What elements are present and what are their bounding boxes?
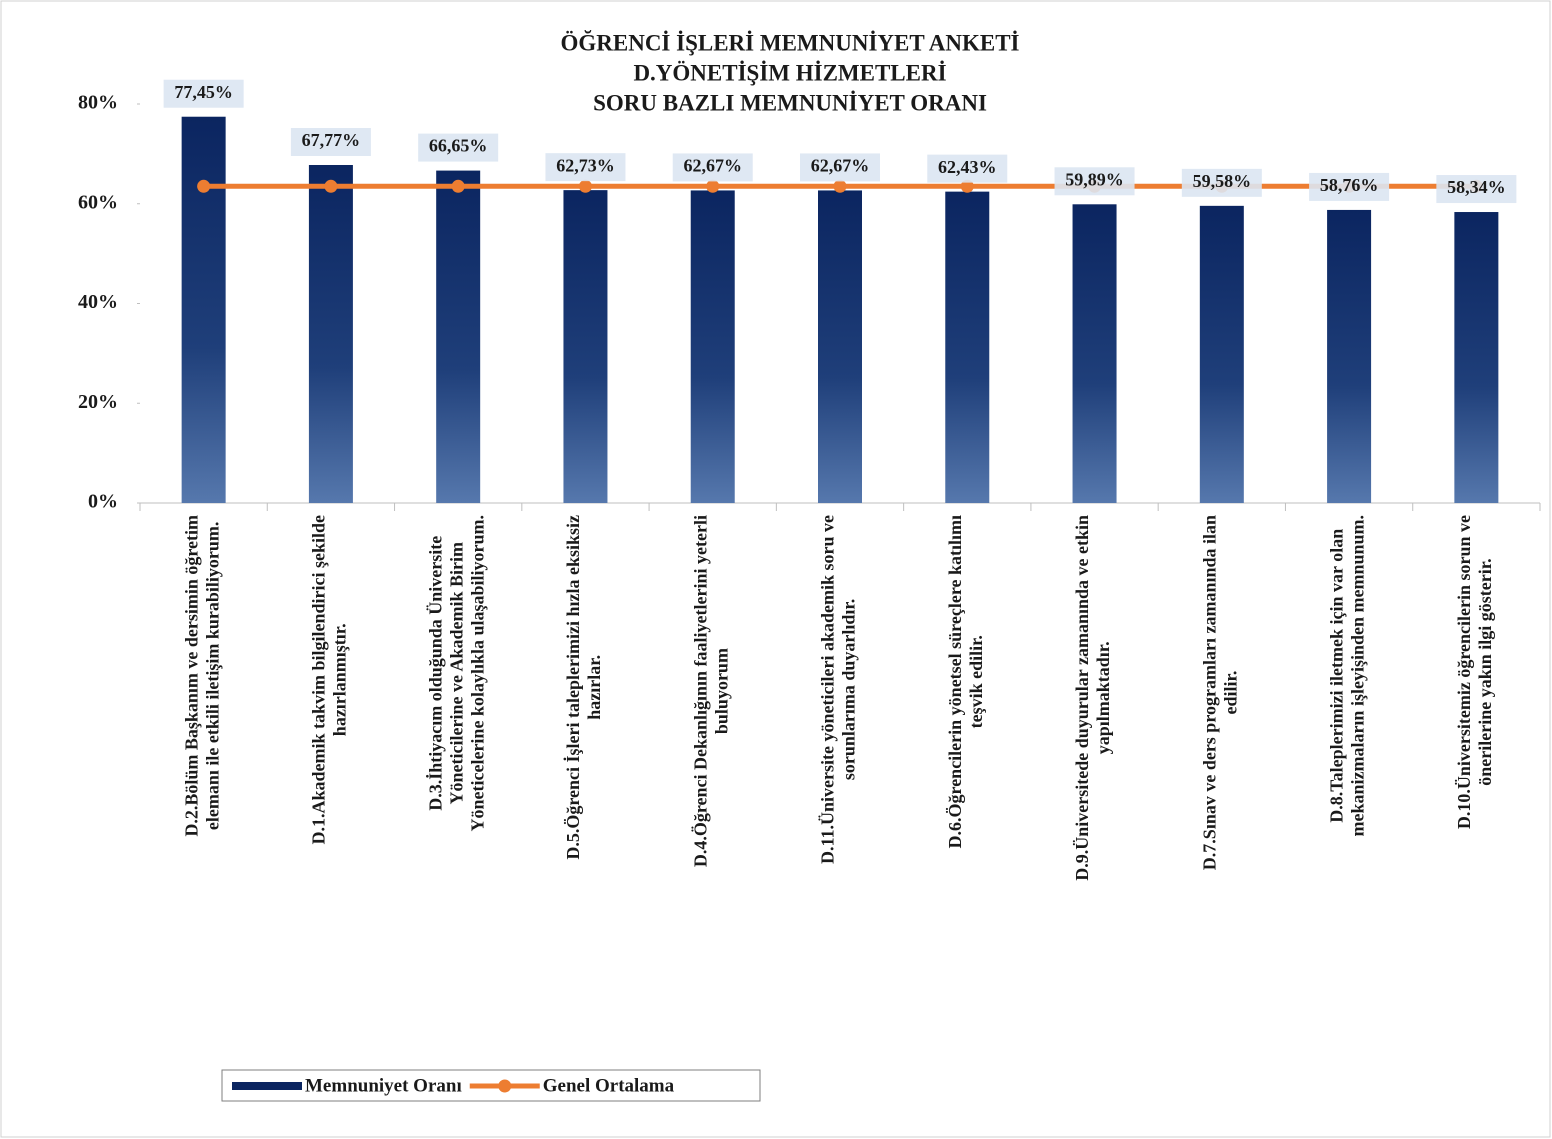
data-label-bg [927, 154, 1008, 183]
x-tick-label: buluyorum [711, 648, 731, 734]
x-tick-label: önerilerine yakın ilgi gösterir. [1475, 558, 1495, 785]
data-label: 62,73% [556, 155, 615, 175]
x-tick-label: yapılmaktadır. [1093, 641, 1113, 754]
line-marker [451, 179, 465, 193]
x-tick-label: Yöneticelerine kolaylıkla ulaşabiliyorum… [467, 515, 487, 832]
x-tick-label: D.7.Sınav ve ders programları zamanında … [1199, 515, 1219, 870]
y-tick-label: 0% [88, 491, 118, 513]
chart-title: SORU BAZLI MEMNUNİYET ORANI [593, 90, 987, 115]
y-tick-label: 80% [78, 92, 118, 114]
bar [308, 164, 353, 503]
data-label-bg [290, 127, 371, 156]
y-tick-label: 60% [78, 191, 118, 213]
x-tick-label: D.1.Akademik takvim bilgilendirici şekil… [309, 515, 329, 845]
bar [563, 190, 608, 503]
data-label-bg [1181, 168, 1262, 197]
data-label-bg [163, 79, 244, 108]
x-tick-label: D.3.İhtiyacım olduğunda Üniversite [425, 536, 445, 811]
x-tick-label: D.5.Öğrenci İşleri taleplerimizi hızla e… [563, 515, 583, 860]
x-tick-label: Yöneticilerine ve Akademik Birim [446, 542, 466, 804]
data-label: 66,65% [429, 136, 488, 156]
data-label: 59,58% [1193, 171, 1252, 191]
line-marker [833, 179, 847, 193]
chart-title: D.YÖNETİŞİM HİZMETLERİ [633, 60, 946, 85]
data-label: 62,67% [811, 156, 870, 176]
x-tick-label: elemanı ile etkili iletişim kurabiliyoru… [202, 522, 222, 830]
data-label-bg [672, 153, 753, 182]
data-label-bg [545, 153, 626, 182]
x-tick-label: D.8.Taleplerimizi iletmek için var olan [1327, 529, 1347, 823]
bar [818, 190, 862, 503]
data-label-bg [1054, 167, 1135, 196]
line-marker [578, 179, 592, 193]
x-tick-label: D.11.Üniversite yöneticileri akademik so… [818, 515, 838, 864]
x-tick-label: sorunlarıma duyarlıdır. [839, 599, 859, 780]
legend-label: Memnuniyet Oranı [305, 1075, 462, 1096]
x-tick-label: D.4.Öğrenci Dekanlığının faaliyetlerini … [690, 515, 710, 867]
data-label: 77,45% [174, 82, 233, 102]
data-label: 59,89% [1065, 169, 1124, 189]
legend-swatch [232, 1082, 302, 1090]
chart-title: ÖĞRENCİ İŞLERİ MEMNUNİYET ANKETİ [560, 29, 1019, 55]
y-tick-label: 40% [78, 291, 118, 313]
bar [436, 170, 481, 503]
x-tick-label: D.6.Öğrencilerin yönetsel süreçlere katı… [945, 515, 965, 848]
data-label: 58,34% [1447, 177, 1506, 197]
data-label-bg [418, 133, 499, 162]
line-marker [324, 179, 338, 193]
bar [690, 190, 735, 503]
bar [1072, 204, 1117, 503]
data-label: 62,43% [938, 157, 997, 177]
bar [945, 191, 990, 503]
data-label-bg [1309, 172, 1390, 201]
y-tick-label: 20% [78, 391, 118, 413]
data-label-bg [1436, 175, 1517, 204]
x-tick-label: edilir. [1220, 671, 1240, 715]
data-label: 67,77% [302, 130, 361, 150]
data-label: 62,67% [683, 156, 742, 176]
bar [1454, 212, 1499, 504]
legend-label: Genel Ortalama [543, 1075, 675, 1096]
data-label: 58,76% [1320, 175, 1379, 195]
line-marker [706, 179, 720, 193]
data-label-bg [800, 153, 880, 182]
x-tick-label: teşvik edilir. [966, 635, 986, 728]
x-tick-label: D.2.Bölüm Başkanım ve dersimin öğretim [181, 515, 201, 837]
x-tick-label: hazırlanmıştır. [330, 623, 350, 736]
bar [1327, 209, 1372, 503]
bar [181, 116, 226, 503]
legend-marker [498, 1079, 512, 1093]
line-marker [960, 179, 974, 193]
bar [1199, 205, 1244, 503]
line-marker [197, 179, 211, 193]
x-tick-label: mekanizmaların işleyişinden memnunum. [1348, 515, 1368, 837]
x-tick-label: D.9.Üniversitede duyurular zamanında ve … [1072, 515, 1092, 881]
x-tick-label: D.10.Üniversitemiz öğrencilerin sorun ve [1454, 515, 1474, 829]
x-tick-label: hazırlar. [584, 655, 604, 720]
